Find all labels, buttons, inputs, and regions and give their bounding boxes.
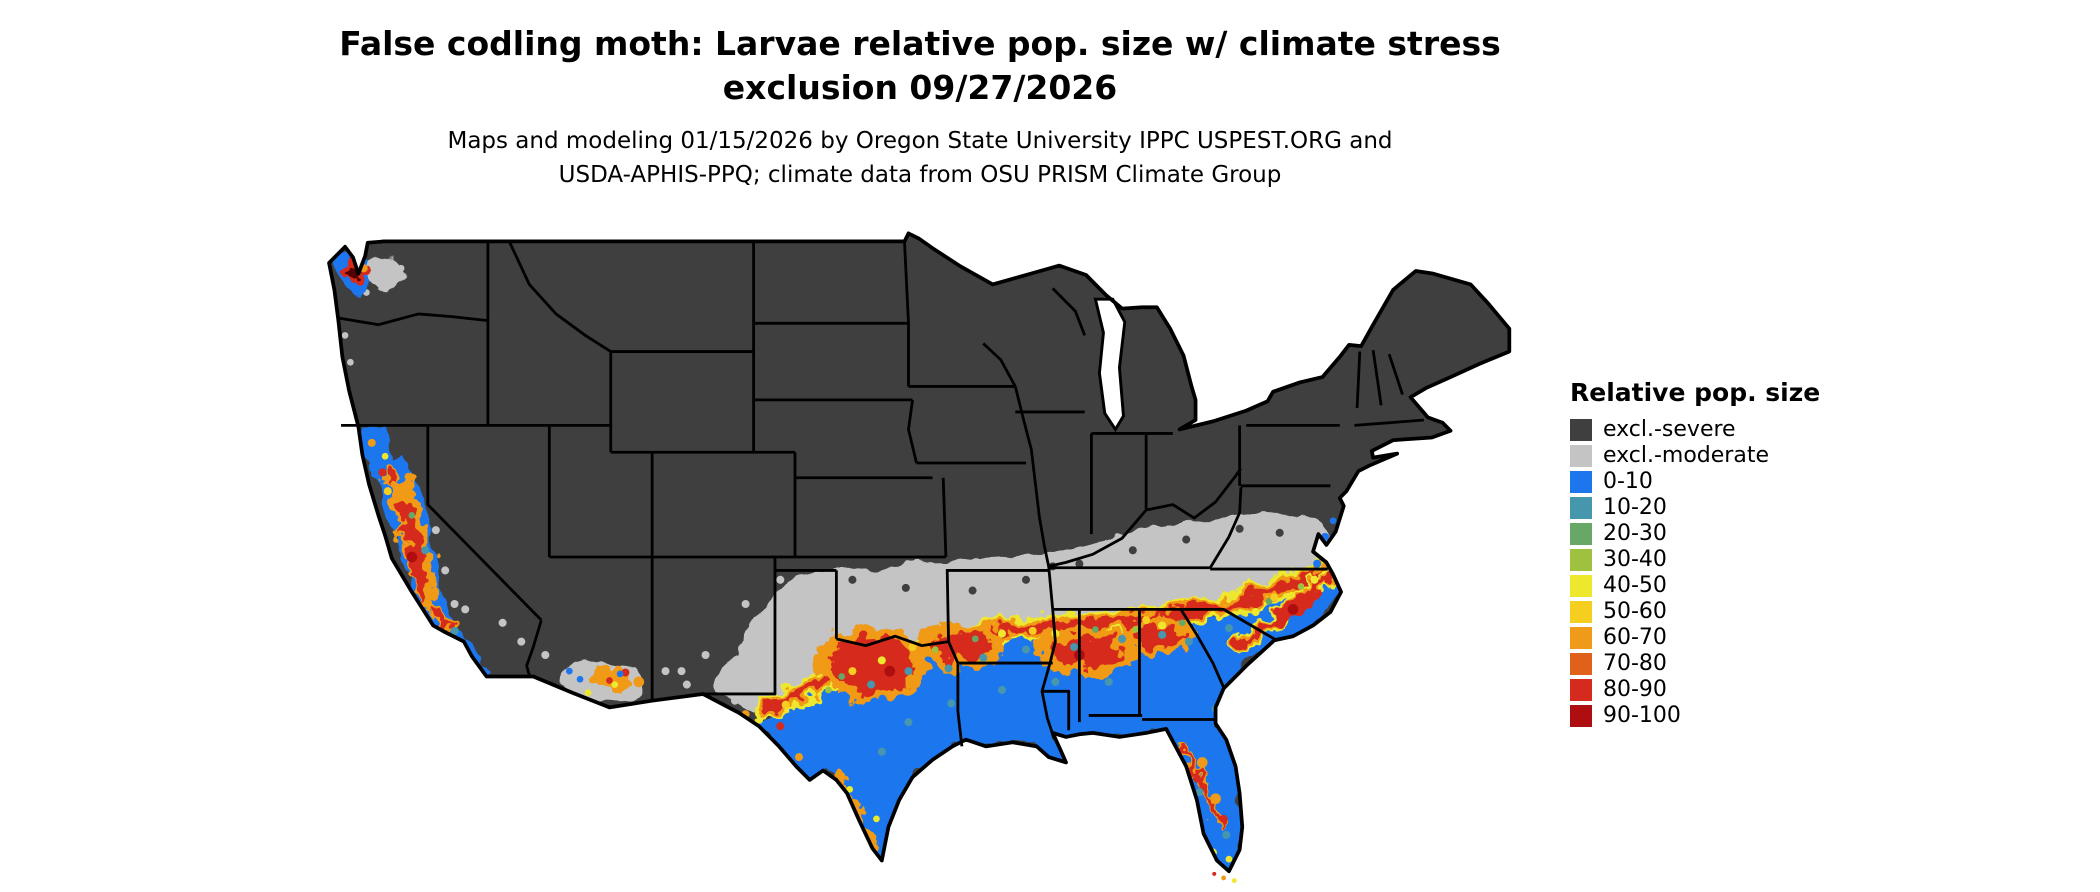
legend-item: 60-70 [1570,627,1820,649]
chart-header: False codling moth: Larvae relative pop.… [0,22,1840,192]
legend-label: 20-30 [1603,521,1667,546]
legend-item: 10-20 [1570,497,1820,519]
legend-item: 30-40 [1570,549,1820,571]
legend-label: 90-100 [1603,703,1681,728]
state-borders [338,240,1424,747]
legend-label: 40-50 [1603,573,1667,598]
legend-swatch [1570,653,1592,675]
legend-item: 20-30 [1570,523,1820,545]
legend-title: Relative pop. size [1570,378,1821,407]
title-line-2: exclusion 09/27/2026 [722,68,1118,107]
legend-item: 70-80 [1570,653,1820,675]
legend-swatch [1570,523,1592,545]
legend-label: 50-60 [1603,599,1667,624]
legend-swatch [1570,497,1592,519]
legend-swatch [1570,419,1592,441]
legend-item: 0-10 [1570,471,1820,493]
legend-swatch [1570,601,1592,623]
legend-item: 90-100 [1570,705,1820,727]
legend-label: 70-80 [1603,651,1667,676]
subtitle-line-2: USDA-APHIS-PPQ; climate data from OSU PR… [558,162,1282,188]
legend-label: excl.-severe [1603,417,1736,442]
lake-michigan [1093,297,1127,433]
legend-swatch [1570,471,1592,493]
legend-swatch [1570,445,1592,467]
legend-label: 30-40 [1603,547,1667,572]
map-subtitle: Maps and modeling 01/15/2026 by Oregon S… [0,124,1840,192]
title-line-1: False codling moth: Larvae relative pop.… [339,24,1501,63]
legend-swatch [1570,679,1592,701]
legend-item: 50-60 [1570,601,1820,623]
subtitle-line-1: Maps and modeling 01/15/2026 by Oregon S… [447,128,1393,154]
map-legend: Relative pop. size excl.-severe excl.-mo… [1570,378,1820,731]
legend-swatch [1570,705,1592,727]
legend-item: 40-50 [1570,575,1820,597]
florida-keys-specks [1212,871,1237,884]
map-area [305,228,1520,886]
map-title: False codling moth: Larvae relative pop.… [0,22,1840,110]
legend-label: 60-70 [1603,625,1667,650]
legend-label: 80-90 [1603,677,1667,702]
us-map [327,231,1512,884]
legend-item: 80-90 [1570,679,1820,701]
legend-swatch [1570,575,1592,597]
us-outline [327,231,1512,874]
legend-item: excl.-moderate [1570,445,1820,467]
legend-label: excl.-moderate [1603,443,1769,468]
legend-label: 0-10 [1603,469,1653,494]
legend-swatch [1570,549,1592,571]
map-gray-speckles [341,261,785,705]
legend-item: excl.-severe [1570,419,1820,441]
legend-swatch [1570,627,1592,649]
legend-label: 10-20 [1603,495,1667,520]
